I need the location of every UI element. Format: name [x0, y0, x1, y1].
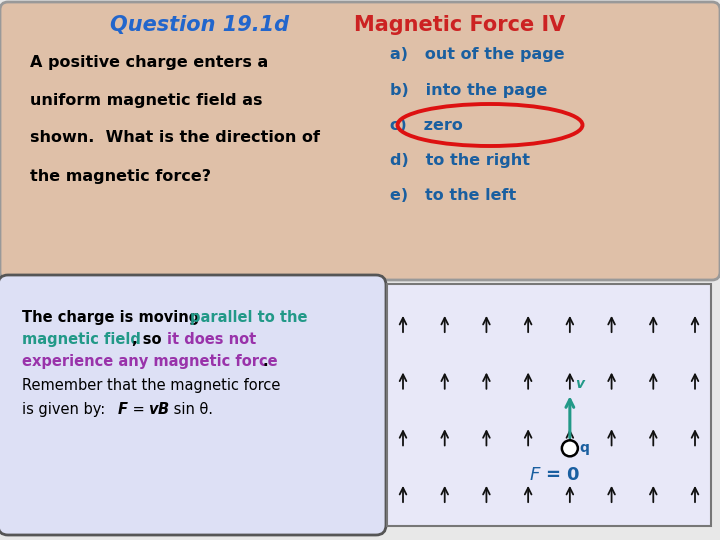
Text: magnetic field: magnetic field — [22, 332, 141, 347]
Text: $\mathit{F}$ = 0: $\mathit{F}$ = 0 — [529, 466, 580, 484]
Text: uniform magnetic field as: uniform magnetic field as — [30, 92, 263, 107]
Text: b)   into the page: b) into the page — [390, 83, 547, 98]
Text: e)   to the left: e) to the left — [390, 187, 516, 202]
Text: sin θ.: sin θ. — [169, 402, 213, 417]
Text: v: v — [148, 402, 158, 417]
Text: F: F — [118, 402, 128, 417]
Text: the magnetic force?: the magnetic force? — [30, 168, 211, 184]
Text: q: q — [580, 441, 590, 455]
Text: A positive charge enters a: A positive charge enters a — [30, 55, 269, 70]
Text: shown.  What is the direction of: shown. What is the direction of — [30, 131, 320, 145]
FancyBboxPatch shape — [0, 275, 386, 535]
Text: , so: , so — [132, 332, 166, 347]
Text: Remember that the magnetic force: Remember that the magnetic force — [22, 378, 280, 393]
Text: v: v — [575, 377, 584, 392]
Circle shape — [562, 440, 578, 456]
Text: Question 19.1d: Question 19.1d — [110, 15, 289, 35]
FancyBboxPatch shape — [387, 284, 711, 526]
Text: .: . — [262, 354, 268, 369]
Text: =: = — [128, 402, 149, 417]
Text: experience any magnetic force: experience any magnetic force — [22, 354, 278, 369]
Text: c)   zero: c) zero — [390, 118, 463, 132]
Text: is given by:: is given by: — [22, 402, 114, 417]
Text: Magnetic Force IV: Magnetic Force IV — [354, 15, 566, 35]
Text: d)   to the right: d) to the right — [390, 152, 530, 167]
Text: B: B — [158, 402, 169, 417]
Text: The charge is moving: The charge is moving — [22, 310, 204, 325]
FancyBboxPatch shape — [0, 2, 720, 280]
Text: parallel to the: parallel to the — [190, 310, 307, 325]
Text: a)   out of the page: a) out of the page — [390, 48, 564, 63]
Text: it does not: it does not — [167, 332, 256, 347]
